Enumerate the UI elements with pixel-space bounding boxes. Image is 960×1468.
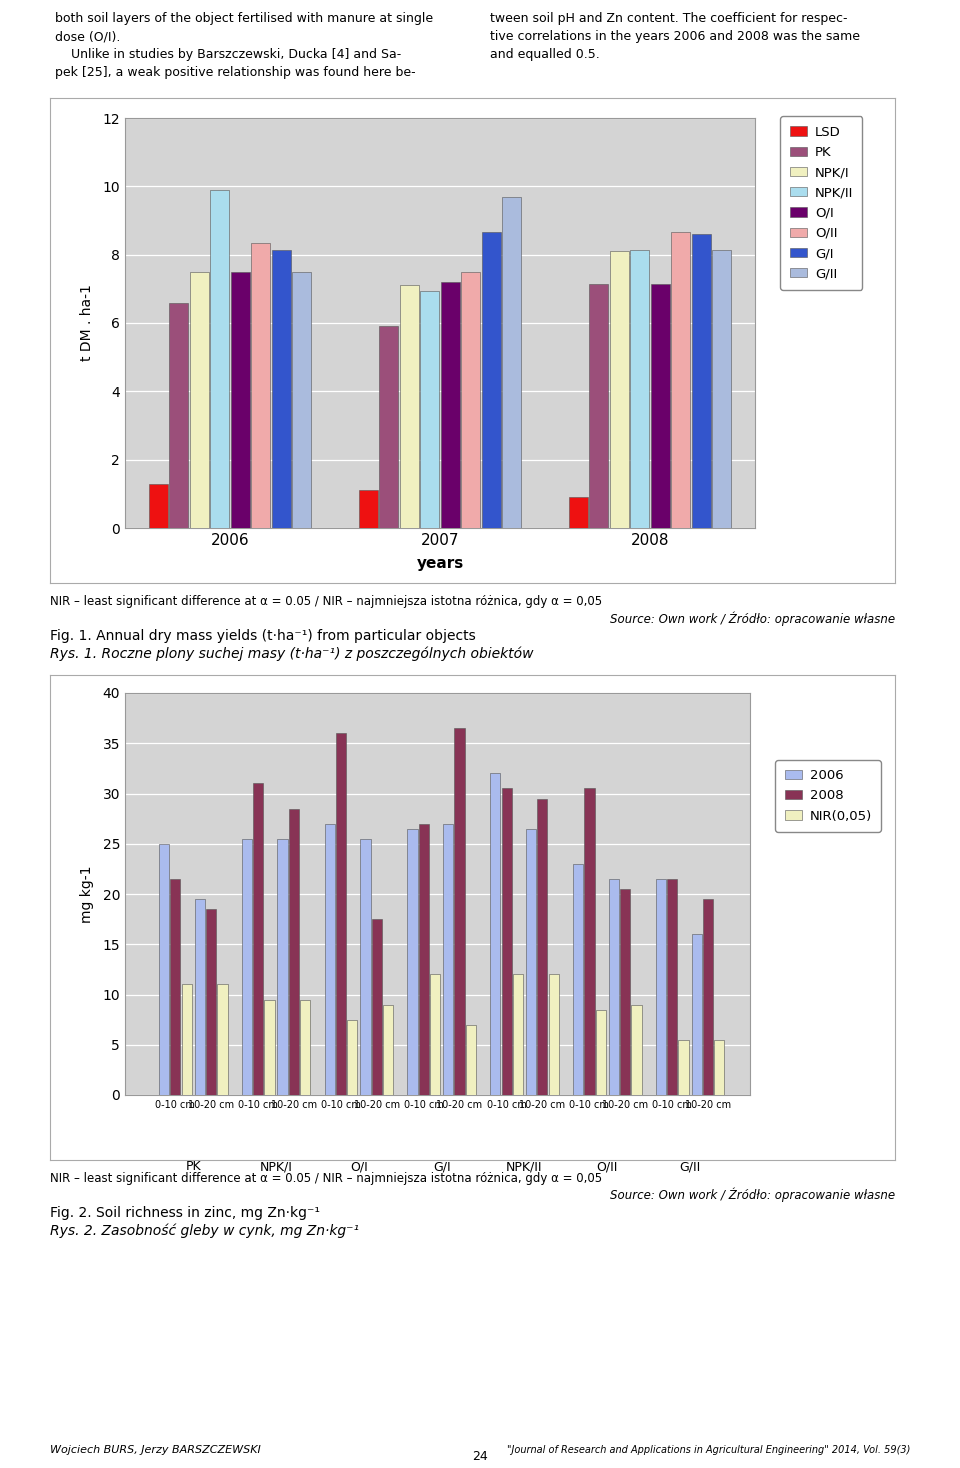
Bar xyxy=(348,1020,357,1095)
Bar xyxy=(712,250,732,528)
Text: Wojciech BURS, Jerzy BARSZCZEWSKI: Wojciech BURS, Jerzy BARSZCZEWSKI xyxy=(50,1445,261,1455)
Bar xyxy=(379,326,398,528)
Bar xyxy=(292,272,311,528)
Bar xyxy=(656,879,666,1095)
Bar xyxy=(181,985,192,1095)
Text: both soil layers of the object fertilised with manure at single: both soil layers of the object fertilise… xyxy=(55,12,433,25)
Bar xyxy=(667,879,678,1095)
Bar xyxy=(461,272,480,528)
Text: "Journal of Research and Applications in Agricultural Engineering" 2014, Vol. 59: "Journal of Research and Applications in… xyxy=(507,1445,910,1455)
Bar xyxy=(441,282,460,528)
Bar xyxy=(501,788,512,1095)
Bar xyxy=(336,733,346,1095)
Bar xyxy=(272,250,291,528)
Text: Rys. 2. Zasobność gleby w cynk, mg Zn·kg⁻¹: Rys. 2. Zasobność gleby w cynk, mg Zn·kg… xyxy=(50,1224,359,1239)
Bar xyxy=(195,898,204,1095)
Text: Unlike in studies by Barszczewski, Ducka [4] and Sa-: Unlike in studies by Barszczewski, Ducka… xyxy=(55,48,401,62)
Text: NPK/I: NPK/I xyxy=(259,1160,293,1173)
Text: G/II: G/II xyxy=(680,1160,701,1173)
Text: NIR – least significant difference at α = 0.05 / NIR – najmniejsza istotna różni: NIR – least significant difference at α … xyxy=(50,595,602,608)
Bar xyxy=(691,235,710,528)
Y-axis label: mg kg-1: mg kg-1 xyxy=(81,865,94,923)
Bar xyxy=(300,1000,310,1095)
Bar xyxy=(324,824,335,1095)
Bar xyxy=(526,828,536,1095)
Text: O/I: O/I xyxy=(350,1160,368,1173)
Bar xyxy=(277,838,288,1095)
Bar xyxy=(252,242,270,528)
Text: dose (O/I).: dose (O/I). xyxy=(55,29,120,43)
Text: Fig. 1. Annual dry mass yields (t·ha⁻¹) from particular objects: Fig. 1. Annual dry mass yields (t·ha⁻¹) … xyxy=(50,628,476,643)
Bar xyxy=(289,809,299,1095)
Bar xyxy=(691,934,702,1095)
Bar xyxy=(651,283,670,528)
Bar xyxy=(170,879,180,1095)
Bar xyxy=(169,302,188,528)
Bar xyxy=(595,1010,606,1095)
Bar xyxy=(466,1025,476,1095)
Bar xyxy=(632,1004,641,1095)
Bar xyxy=(538,799,547,1095)
Bar xyxy=(444,824,453,1095)
Bar xyxy=(491,774,500,1095)
Text: PK: PK xyxy=(185,1160,201,1173)
Text: Fig. 2. Soil richness in zinc, mg Zn·kg⁻¹: Fig. 2. Soil richness in zinc, mg Zn·kg⁻… xyxy=(50,1207,320,1220)
Bar xyxy=(548,975,559,1095)
Text: pek [25], a weak positive relationship was found here be-: pek [25], a weak positive relationship w… xyxy=(55,66,416,79)
Bar xyxy=(372,919,382,1095)
Bar xyxy=(253,784,263,1095)
Bar xyxy=(383,1004,394,1095)
Bar xyxy=(589,283,609,528)
Text: and equalled 0.5.: and equalled 0.5. xyxy=(490,48,600,62)
Text: NPK/II: NPK/II xyxy=(506,1160,542,1173)
Bar xyxy=(149,483,168,528)
Bar xyxy=(419,824,429,1095)
X-axis label: years: years xyxy=(417,556,464,571)
Bar xyxy=(430,975,441,1095)
Y-axis label: t DM . ha-1: t DM . ha-1 xyxy=(81,285,94,361)
Text: Rys. 1. Roczne plony suchej masy (t·ha⁻¹) z poszczególnych obiektów: Rys. 1. Roczne plony suchej masy (t·ha⁻¹… xyxy=(50,647,534,662)
Bar xyxy=(671,232,690,528)
Bar xyxy=(230,272,250,528)
Text: Source: Own work / Źródło: opracowanie własne: Source: Own work / Źródło: opracowanie w… xyxy=(610,611,895,625)
Bar xyxy=(217,985,228,1095)
Text: O/II: O/II xyxy=(596,1160,618,1173)
Bar xyxy=(206,909,216,1095)
Bar xyxy=(631,250,649,528)
Bar xyxy=(573,863,584,1095)
Bar xyxy=(502,197,521,528)
Bar xyxy=(585,788,594,1095)
Bar xyxy=(399,285,419,528)
Legend: LSD, PK, NPK/I, NPK/II, O/I, O/II, G/I, G/II: LSD, PK, NPK/I, NPK/II, O/I, O/II, G/I, … xyxy=(780,116,862,289)
Text: tive correlations in the years 2006 and 2008 was the same: tive correlations in the years 2006 and … xyxy=(490,29,860,43)
Bar xyxy=(620,890,631,1095)
Text: NIR – least significant difference at α = 0.05 / NIR – najmniejsza istotna różni: NIR – least significant difference at α … xyxy=(50,1171,602,1185)
Text: 24: 24 xyxy=(472,1450,488,1464)
Text: Source: Own work / Źródło: opracowanie własne: Source: Own work / Źródło: opracowanie w… xyxy=(610,1188,895,1202)
Text: G/I: G/I xyxy=(433,1160,450,1173)
Bar xyxy=(569,498,588,528)
Bar xyxy=(360,838,371,1095)
Legend: 2006, 2008, NIR(0,05): 2006, 2008, NIR(0,05) xyxy=(776,760,881,832)
Bar xyxy=(610,251,629,528)
Bar xyxy=(679,1039,688,1095)
Bar xyxy=(513,975,523,1095)
Bar xyxy=(242,838,252,1095)
Bar xyxy=(420,291,440,528)
Bar xyxy=(159,844,169,1095)
Bar xyxy=(714,1039,725,1095)
Bar xyxy=(407,828,418,1095)
Bar xyxy=(454,728,465,1095)
Bar xyxy=(190,272,209,528)
Bar xyxy=(609,879,619,1095)
Bar xyxy=(359,490,378,528)
Bar xyxy=(482,232,501,528)
Bar xyxy=(264,1000,275,1095)
Bar xyxy=(703,898,713,1095)
Bar xyxy=(210,189,229,528)
Text: tween soil pH and Zn content. The coefficient for respec-: tween soil pH and Zn content. The coeffi… xyxy=(490,12,848,25)
